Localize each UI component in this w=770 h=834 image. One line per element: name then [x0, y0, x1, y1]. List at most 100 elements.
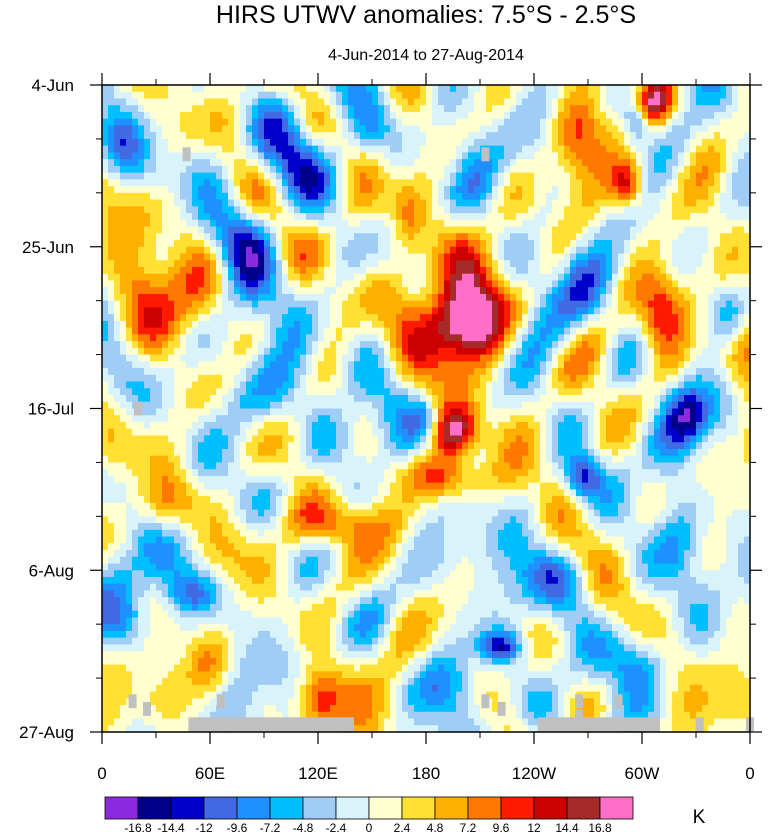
field-cell	[534, 159, 541, 167]
field-cell	[144, 240, 151, 248]
field-cell	[198, 219, 205, 228]
field-cell	[306, 334, 313, 342]
field-cell	[588, 240, 595, 248]
field-cell	[360, 206, 367, 214]
field-cell	[582, 246, 589, 255]
field-cell	[150, 192, 157, 201]
field-cell	[570, 226, 577, 234]
field-cell	[720, 206, 727, 214]
field-cell	[534, 381, 541, 389]
field-cell	[654, 240, 661, 248]
field-cell	[576, 91, 583, 100]
field-cell	[168, 314, 175, 322]
field-cell	[570, 347, 577, 356]
field-cell	[222, 307, 229, 315]
field-cell	[120, 395, 127, 403]
field-cell	[594, 132, 601, 140]
field-cell	[156, 368, 163, 376]
field-cell	[234, 347, 241, 356]
field-cell	[516, 287, 523, 295]
field-cell	[498, 266, 505, 275]
field-cell	[438, 219, 445, 228]
field-cell	[450, 307, 457, 315]
field-cell	[378, 253, 385, 261]
field-cell	[702, 138, 709, 147]
field-cell	[270, 199, 277, 207]
field-cell	[516, 132, 523, 140]
field-cell	[306, 192, 313, 201]
field-cell	[312, 199, 319, 207]
field-cell	[288, 374, 295, 383]
field-cell	[312, 165, 319, 174]
field-cell	[114, 199, 121, 207]
field-cell	[684, 327, 691, 335]
field-cell	[270, 159, 277, 167]
field-cell	[120, 118, 127, 127]
field-cell	[180, 368, 187, 376]
field-cell	[366, 260, 373, 268]
field-cell	[336, 132, 343, 140]
field-cell	[378, 320, 385, 329]
field-cell	[336, 186, 343, 194]
field-cell	[594, 152, 601, 160]
field-cell	[684, 125, 691, 133]
field-cell	[582, 91, 589, 100]
field-cell	[348, 213, 355, 221]
field-cell	[552, 368, 559, 376]
field-cell	[174, 314, 181, 322]
field-cell	[156, 287, 163, 295]
field-cell	[474, 91, 481, 100]
field-cell	[720, 233, 727, 241]
field-cell	[342, 287, 349, 295]
field-cell	[546, 98, 553, 106]
field-cell	[492, 179, 499, 187]
field-cell	[732, 354, 739, 362]
field-cell	[348, 334, 355, 342]
field-cell	[396, 361, 403, 369]
field-cell	[570, 91, 577, 100]
field-cell	[624, 105, 631, 113]
field-cell	[336, 341, 343, 349]
field-cell	[438, 192, 445, 201]
field-cell	[696, 361, 703, 369]
field-cell	[654, 273, 661, 282]
field-cell	[276, 314, 283, 322]
field-cell	[222, 253, 229, 261]
field-cell	[552, 199, 559, 207]
field-cell	[384, 111, 391, 120]
field-cell	[726, 307, 733, 315]
field-cell	[294, 192, 301, 201]
field-cell	[162, 125, 169, 133]
field-cell	[174, 368, 181, 376]
field-cell	[486, 381, 493, 389]
field-cell	[726, 172, 733, 180]
field-cell	[408, 260, 415, 268]
field-cell	[240, 347, 247, 356]
field-cell	[102, 219, 109, 228]
field-cell	[510, 253, 517, 261]
field-cell	[210, 118, 217, 127]
field-cell	[444, 327, 451, 335]
field-cell	[714, 280, 721, 288]
field-cell	[240, 159, 247, 167]
field-cell	[276, 354, 283, 362]
field-cell	[540, 320, 547, 329]
field-cell	[264, 159, 271, 167]
field-cell	[432, 186, 439, 194]
field-cell	[282, 233, 289, 241]
field-cell	[510, 314, 517, 322]
field-cell	[114, 98, 121, 106]
field-cell	[378, 213, 385, 221]
field-cell	[330, 111, 337, 120]
field-cell	[528, 152, 535, 160]
field-cell	[168, 132, 175, 140]
field-cell	[444, 246, 451, 255]
field-cell	[582, 287, 589, 295]
field-cell	[150, 253, 157, 261]
field-cell	[138, 233, 145, 241]
field-cell	[420, 85, 427, 93]
field-cell	[210, 152, 217, 160]
field-cell	[480, 132, 487, 140]
field-cell	[366, 368, 373, 376]
field-cell	[258, 206, 265, 214]
